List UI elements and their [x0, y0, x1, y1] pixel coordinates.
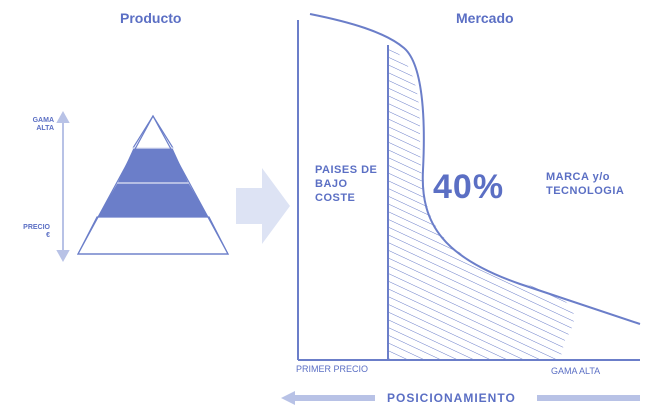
market-curve	[309, 13, 641, 325]
low-cost-label: PAISES DE BAJO COSTE	[315, 163, 377, 205]
pyramid-tier-top	[131, 114, 175, 149]
low-cost-line-1: PAISES DE	[315, 164, 378, 176]
pyramid-tier-upper-mid	[116, 147, 190, 184]
gama-alta-label: GAMA ALTA	[28, 117, 54, 133]
x-axis-left-label: PRIMER PRECIO	[296, 364, 369, 374]
precio-line-2: €	[46, 232, 50, 239]
precio-label: PRECIO €	[12, 224, 50, 240]
precio-line-1: PRECIO	[23, 224, 50, 231]
positioning-label: POSICIONAMIENTO	[387, 391, 516, 405]
positioning-arrow	[281, 391, 640, 405]
market-title: Mercado	[456, 10, 514, 26]
gama-alta-line-1: GAMA	[32, 117, 54, 124]
brand-tech-label: MARCA y/o TECNOLOGIA	[546, 170, 624, 198]
price-axis	[56, 110, 70, 263]
gama-alta-line-2: ALTA	[36, 125, 54, 132]
x-axis-right-label: GAMA ALTA	[551, 366, 601, 376]
product-pyramid	[76, 114, 230, 255]
brand-tech-line-2: TECNOLOGIA	[546, 185, 625, 197]
transition-arrow	[236, 168, 290, 244]
low-cost-line-2: BAJO	[315, 178, 348, 190]
market-share-value: 40%	[433, 168, 505, 206]
brand-tech-line-1: MARCA y/o	[546, 171, 610, 183]
pyramid-tier-base	[77, 216, 229, 255]
low-cost-line-3: COSTE	[315, 192, 356, 204]
hatched-region	[388, 46, 575, 360]
product-title: Producto	[120, 10, 182, 26]
